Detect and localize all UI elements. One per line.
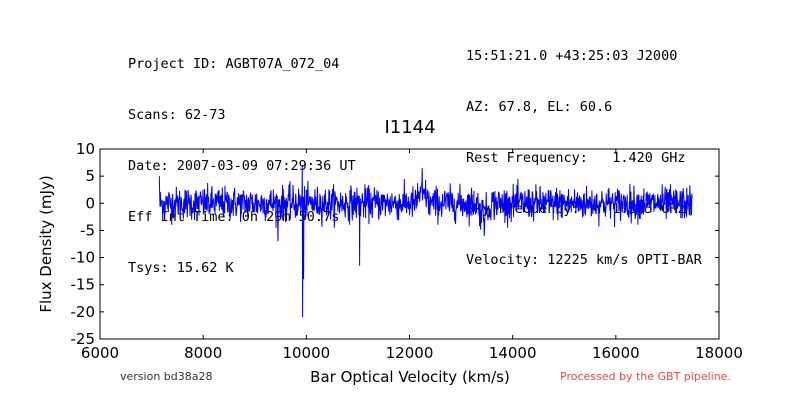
y-tick-label: 5 <box>85 167 95 185</box>
plot-area <box>158 165 693 318</box>
pipeline-text: Processed by the GBT pipeline. <box>560 370 731 383</box>
x-axis-label: Bar Optical Velocity (km/s) <box>310 368 510 386</box>
y-tick-label: 0 <box>85 194 95 212</box>
y-tick-label: -15 <box>71 276 96 294</box>
date-text: Date: 2007-03-09 07:29:36 UT <box>128 158 356 174</box>
spectrum-line <box>158 165 693 318</box>
header-left-info: Project ID: AGBT07A_072_04 Scans: 62-73 … <box>128 22 356 294</box>
plot-frame <box>99 148 720 340</box>
x-tick-label: 18000 <box>695 344 743 362</box>
x-tick-label: 12000 <box>386 344 434 362</box>
axis-ticks: 6000 8000 10000 12000 14000 16000 18000 10 5 0 -5 -… <box>71 140 743 362</box>
rest-frequency-text: Rest Frequency: 1.420 GHz <box>466 150 686 166</box>
velocity-text: Velocity: 12225 km/s OPTI-BAR <box>466 252 702 268</box>
x-tick-label: 14000 <box>489 344 537 362</box>
y-tick-label: -5 <box>80 221 95 239</box>
x-tick-label: 16000 <box>592 344 640 362</box>
project-id-text: Project ID: AGBT07A_072_04 <box>128 56 340 72</box>
coordinates-text: 15:51:21.0 +43:25:03 J2000 <box>466 48 678 64</box>
y-tick-label: -20 <box>71 303 96 321</box>
az-el-text: AZ: 67.8, EL: 60.6 <box>466 99 613 115</box>
y-tick-label: 10 <box>76 140 95 158</box>
chart-title: I1144 <box>384 117 435 138</box>
x-tick-label: 10000 <box>282 344 330 362</box>
y-tick-label: -25 <box>71 330 96 348</box>
x-tick-label: 6000 <box>81 344 119 362</box>
version-text: version bd38a28 <box>120 370 213 383</box>
y-tick-label: -10 <box>71 249 96 267</box>
y-axis-label: Flux Density (mJy) <box>37 175 55 312</box>
scans-text: Scans: 62-73 <box>128 107 226 123</box>
tsys-text: Tsys: 15.62 K <box>128 260 234 276</box>
x-tick-label: 8000 <box>184 344 222 362</box>
